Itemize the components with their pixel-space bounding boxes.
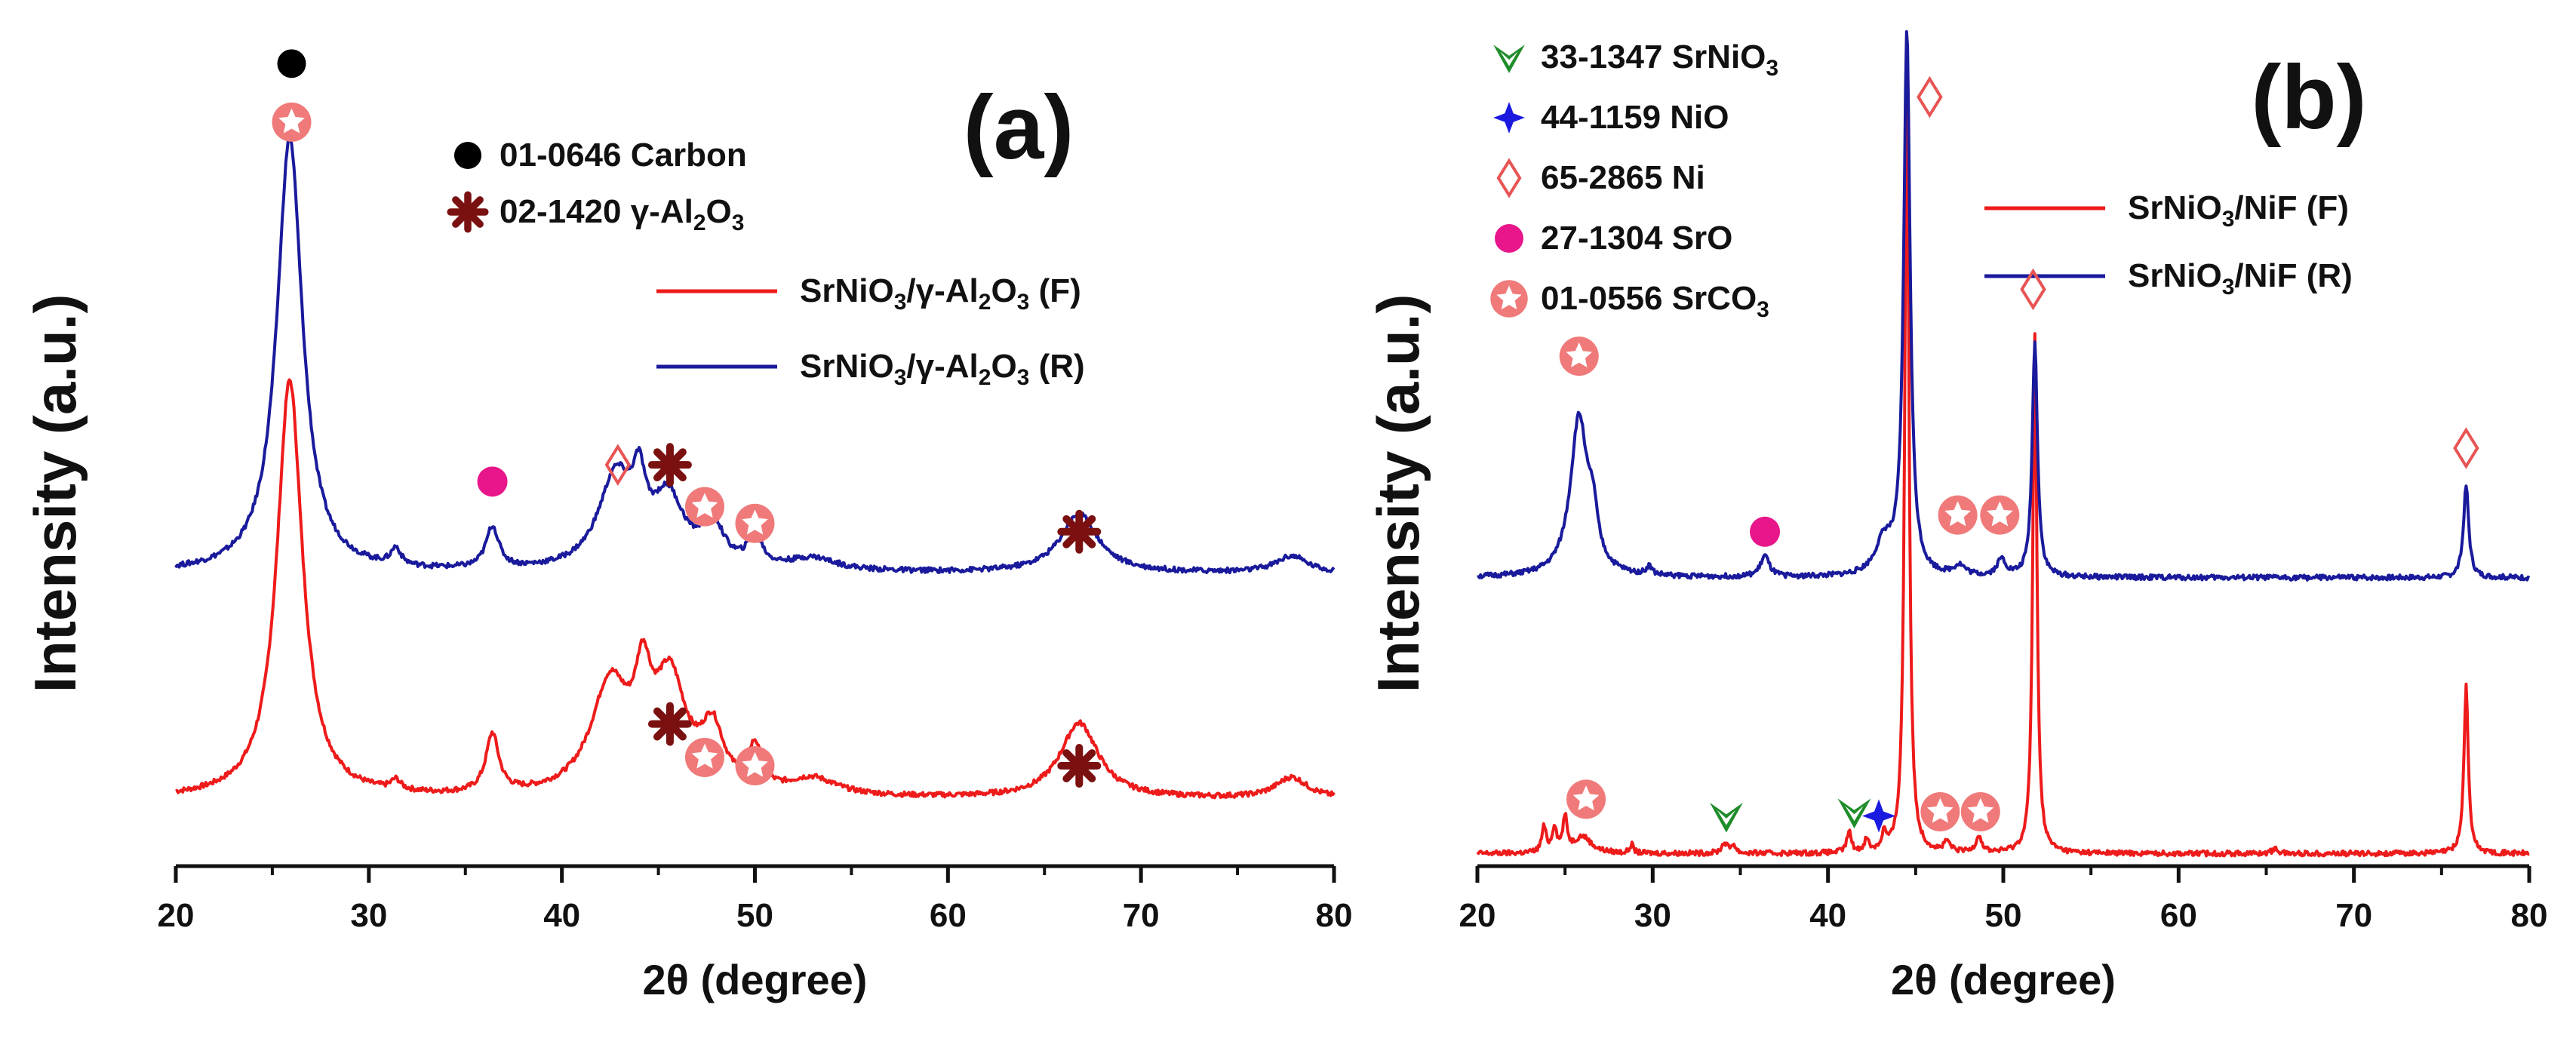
x-axis-title: 2θ (degree) — [643, 956, 868, 1003]
x-tick-label: 20 — [1459, 897, 1496, 934]
legend-phase-label: 44-1159 NiO — [1541, 99, 1729, 136]
legend-phase-label: 33-1347 SrNiO3 — [1541, 38, 1778, 81]
x-tick-label: 20 — [158, 897, 195, 934]
series-line-reduced — [1477, 30, 2531, 582]
peak-marker-srco3 — [684, 737, 724, 777]
peak-marker-srco3 — [1559, 336, 1599, 376]
legend-marker-sro — [1495, 224, 1523, 253]
legend-marker-nio — [1493, 102, 1525, 134]
peak-marker-al2o3 — [647, 702, 692, 746]
peak-marker-srco3 — [735, 503, 775, 543]
x-tick-label: 50 — [1985, 897, 2022, 934]
peak-marker-srnio3 — [1709, 802, 1743, 833]
peak-marker-al2o3 — [1057, 509, 1102, 554]
legend-phase-label: 02-1420 γ-Al2O3 — [500, 193, 744, 235]
peak-marker-nio — [1862, 799, 1896, 833]
legend-marker-srco3 — [1490, 280, 1528, 318]
peak-marker-ni — [604, 444, 632, 486]
peak-marker-ni — [1917, 75, 1943, 118]
y-axis-title: Intensity (a.u.) — [1365, 294, 1431, 693]
legend-series-label: SrNiO3/γ-Al2O3 (F) — [800, 272, 1081, 315]
x-tick-label: 30 — [1634, 897, 1671, 934]
x-tick-label: 80 — [1316, 897, 1353, 934]
peak-marker-carbon — [277, 49, 306, 78]
legend-series-label: SrNiO3/NiF (R) — [2128, 257, 2353, 300]
peak-marker-srco3 — [1960, 791, 2000, 831]
legend-marker-carbon — [453, 141, 482, 170]
x-tick-label: 60 — [930, 897, 967, 934]
x-tick-label: 40 — [1809, 897, 1846, 934]
panel-b: 20 30 40 50 60 70 80 2θ (degree) Intensity (a.u.… — [1365, 30, 2548, 1003]
y-axis-title: Intensity (a.u.) — [22, 294, 88, 693]
peak-marker-sro — [1750, 516, 1781, 547]
legend-marker-al2o3 — [447, 191, 489, 233]
legend-series-label: SrNiO3/NiF (F) — [2128, 189, 2349, 232]
panel-label: (a) — [964, 77, 1074, 178]
peak-marker-ni — [2020, 268, 2046, 311]
peak-marker-srco3 — [684, 487, 724, 527]
peak-marker-srco3 — [1938, 495, 1978, 535]
panel-a: 20 30 40 50 60 70 80 2θ (degree) Intensity (a.u.… — [22, 49, 1352, 1003]
panel-label: (b) — [2251, 47, 2366, 148]
peak-marker-sro — [477, 466, 508, 497]
x-tick-label: 60 — [2160, 897, 2197, 934]
legend-series-label: SrNiO3/γ-Al2O3 (R) — [800, 348, 1085, 390]
peak-marker-srco3 — [1920, 791, 1960, 831]
peak-marker-al2o3 — [1057, 744, 1102, 788]
x-axis-title: 2θ (degree) — [1891, 956, 2116, 1003]
peak-marker-srco3 — [272, 102, 312, 142]
x-tick-label: 80 — [2511, 897, 2548, 934]
legend-marker-srnio3 — [1493, 45, 1525, 73]
series-line-fresh — [175, 378, 1336, 800]
peak-marker-srco3 — [735, 746, 775, 786]
x-tick-label: 70 — [1123, 897, 1160, 934]
x-tick-label: 50 — [736, 897, 773, 934]
peak-marker-srnio3 — [1837, 798, 1871, 828]
peak-marker-al2o3 — [647, 443, 692, 487]
peak-marker-srco3 — [1566, 779, 1606, 819]
legend-marker-ni — [1496, 158, 1522, 198]
x-tick-label: 40 — [543, 897, 580, 934]
peak-marker-ni — [2453, 427, 2479, 469]
x-tick-label: 70 — [2335, 897, 2372, 934]
peak-marker-srco3 — [1980, 495, 2020, 535]
legend-phase-label: 65-2865 Ni — [1541, 159, 1705, 196]
x-tick-label: 30 — [350, 897, 387, 934]
legend-phase-label: 01-0556 SrCO3 — [1541, 280, 1769, 322]
legend-phase-label: 27-1304 SrO — [1541, 220, 1732, 257]
series-line-fresh — [1476, 65, 2530, 858]
legend-phase-label: 01-0646 Carbon — [500, 137, 747, 174]
